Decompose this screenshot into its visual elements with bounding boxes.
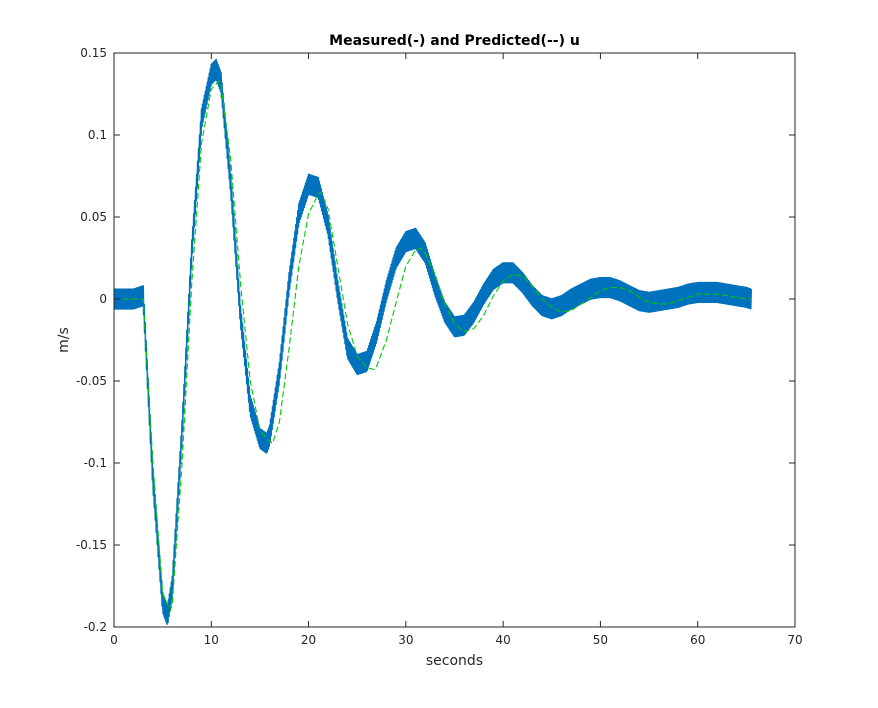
x-tick-label: 0 [110,633,118,647]
series-line-measured [114,58,753,625]
axes-box [113,52,796,628]
x-tick-label: 20 [301,633,316,647]
y-tick-label: -0.1 [84,456,107,470]
x-tick-label: 40 [496,633,511,647]
y-tick-label: 0.05 [80,210,107,224]
x-tick-label: 60 [690,633,705,647]
y-axis: -0.2 -0.15 -0.1 -0.05 0 0.05 0.1 0.15 [76,46,795,634]
y-tick-label: -0.05 [76,374,107,388]
series-line-predicted [114,79,752,613]
y-axis-label: m/s [56,327,72,353]
x-tick-label: 10 [204,633,219,647]
x-tick-label: 70 [787,633,802,647]
x-tick-label: 30 [398,633,413,647]
plot-area [114,53,795,627]
series-layer [114,58,753,625]
y-tick-label: 0 [99,292,107,306]
y-tick-label: 0.15 [80,46,107,60]
x-tick-label: 50 [593,633,608,647]
y-tick-label: -0.15 [76,538,107,552]
x-axis: 0 10 20 30 40 50 60 70 [110,53,803,647]
y-tick-label: 0.1 [88,128,107,142]
y-tick-label: -0.2 [84,620,107,634]
x-axis-label: seconds [426,653,483,669]
chart-title: Measured(-) and Predicted(--) u [329,33,580,49]
